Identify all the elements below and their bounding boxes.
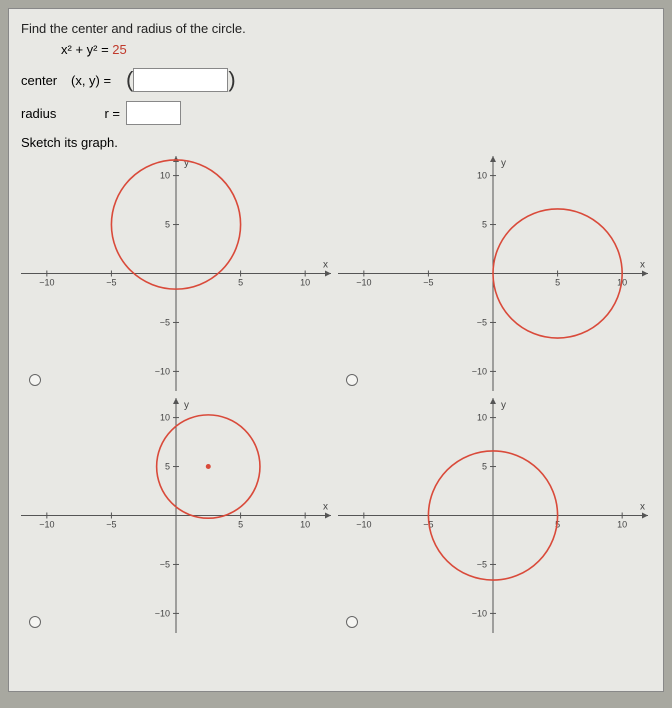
svg-text:5: 5 xyxy=(238,278,243,288)
graph-4-svg: −10−10−5−5551010yx xyxy=(338,398,648,633)
radius-row: radius r = xyxy=(21,101,651,125)
graph-option-3[interactable]: −10 −10 −5 −5 5 5 10 10 y x xyxy=(21,398,334,636)
equation-lhs: x² + y² = xyxy=(61,42,112,57)
svg-text:y: y xyxy=(501,158,506,169)
svg-text:−5: −5 xyxy=(106,278,116,288)
svg-text:−5: −5 xyxy=(160,559,170,569)
radio-4[interactable] xyxy=(346,616,358,628)
svg-text:−10: −10 xyxy=(472,608,487,618)
graph-option-4[interactable]: −10−10−5−5551010yx xyxy=(338,398,651,636)
sketch-label: Sketch its graph. xyxy=(21,135,651,150)
svg-text:y: y xyxy=(184,400,189,411)
graph-option-2[interactable]: −10−10−5−5551010yx xyxy=(338,156,651,394)
graph-1-svg: −10 −10 −5 −5 5 5 10 10 y x xyxy=(21,156,331,391)
center-label: center xyxy=(21,73,71,88)
radius-label: radius xyxy=(21,106,71,121)
svg-text:−10: −10 xyxy=(472,366,487,376)
svg-text:x: x xyxy=(323,502,328,513)
equation: x² + y² = 25 xyxy=(61,42,651,57)
svg-text:−10: −10 xyxy=(356,278,371,288)
svg-text:10: 10 xyxy=(300,278,310,288)
svg-text:5: 5 xyxy=(482,462,487,472)
svg-text:10: 10 xyxy=(617,520,627,530)
svg-text:5: 5 xyxy=(482,220,487,230)
svg-text:−10: −10 xyxy=(155,608,170,618)
center-row: center (x, y) = ( ) xyxy=(21,67,651,93)
svg-text:−5: −5 xyxy=(477,559,487,569)
radius-var: r = xyxy=(71,106,126,121)
paren-open: ( xyxy=(126,67,133,93)
graph-grid: −10 −10 −5 −5 5 5 10 10 y x −10 −10 −5 −5 5 5 10 10 y x −1… xyxy=(21,156,651,636)
svg-text:y: y xyxy=(501,400,506,411)
graph-2-svg: −10−10−5−5551010yx xyxy=(338,156,648,391)
center-input[interactable] xyxy=(133,68,228,92)
svg-text:10: 10 xyxy=(477,413,487,423)
svg-text:10: 10 xyxy=(477,171,487,181)
center-var: (x, y) = xyxy=(71,73,126,88)
svg-text:x: x xyxy=(640,260,645,271)
svg-text:x: x xyxy=(640,502,645,513)
svg-text:5: 5 xyxy=(165,462,170,472)
svg-text:y: y xyxy=(184,158,189,169)
radio-3[interactable] xyxy=(29,616,41,628)
svg-text:10: 10 xyxy=(160,413,170,423)
svg-text:10: 10 xyxy=(160,171,170,181)
radio-1[interactable] xyxy=(29,374,41,386)
svg-text:x: x xyxy=(323,260,328,271)
svg-text:5: 5 xyxy=(555,278,560,288)
svg-text:−10: −10 xyxy=(39,278,54,288)
svg-text:−10: −10 xyxy=(39,520,54,530)
svg-text:−5: −5 xyxy=(160,317,170,327)
graph-3-svg: −10 −10 −5 −5 5 5 10 10 y x xyxy=(21,398,331,633)
svg-text:−10: −10 xyxy=(155,366,170,376)
question-text: Find the center and radius of the circle… xyxy=(21,21,651,36)
svg-text:5: 5 xyxy=(165,220,170,230)
graph-option-1[interactable]: −10 −10 −5 −5 5 5 10 10 y x xyxy=(21,156,334,394)
svg-text:−5: −5 xyxy=(106,520,116,530)
radio-2[interactable] xyxy=(346,374,358,386)
svg-text:−10: −10 xyxy=(356,520,371,530)
svg-text:−5: −5 xyxy=(423,278,433,288)
equation-constant: 25 xyxy=(112,42,126,57)
paren-close: ) xyxy=(228,67,235,93)
svg-text:−5: −5 xyxy=(477,317,487,327)
svg-text:5: 5 xyxy=(238,520,243,530)
radius-input[interactable] xyxy=(126,101,181,125)
question-page: Find the center and radius of the circle… xyxy=(8,8,664,692)
svg-text:10: 10 xyxy=(300,520,310,530)
